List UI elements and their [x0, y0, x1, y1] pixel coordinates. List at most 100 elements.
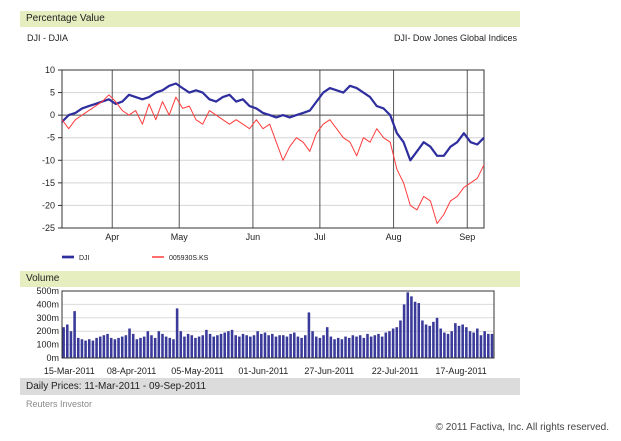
- volume-bar: [300, 337, 303, 358]
- volume-bar: [73, 311, 76, 358]
- volume-bar: [216, 335, 219, 358]
- volume-bar: [124, 335, 128, 358]
- volume-bar: [340, 339, 344, 358]
- x-tick-label: May: [171, 232, 189, 242]
- series-line-ks: [61, 94, 485, 224]
- volume-bar: [212, 336, 216, 358]
- volume-bar: [135, 339, 139, 358]
- x-tick-label: Sep: [459, 232, 475, 242]
- volume-bar: [241, 333, 245, 358]
- volume-bar: [413, 301, 417, 358]
- y-tick-label: 0: [50, 110, 55, 120]
- volume-y-tick-label: 500m: [36, 286, 59, 296]
- y-tick-label: 5: [50, 88, 55, 98]
- volume-bar: [260, 333, 263, 358]
- volume-bar: [428, 325, 432, 358]
- volume-x-tick-label: 08-Apr-2011: [107, 366, 156, 376]
- volume-bar: [314, 336, 318, 358]
- volume-bar: [424, 324, 428, 358]
- volume-bar: [432, 321, 435, 358]
- volume-bar: [153, 337, 157, 358]
- volume-frame: [61, 290, 495, 359]
- plot-frame: [61, 69, 485, 229]
- volume-bar: [465, 327, 468, 358]
- volume-bar: [172, 339, 175, 358]
- volume-bar: [113, 339, 117, 358]
- volume-y-tick-label: 400m: [36, 299, 59, 309]
- volume-bar: [461, 324, 464, 358]
- y-tick-label: -25: [42, 223, 55, 233]
- volume-bar: [76, 337, 80, 358]
- volume-bar: [410, 296, 413, 358]
- volume-x-tick-label: 17-Aug-2011: [435, 366, 486, 376]
- volume-bar: [402, 304, 406, 358]
- volume-bar: [282, 335, 285, 358]
- volume-bar: [230, 329, 234, 358]
- legend-label: DJI: [79, 255, 90, 262]
- volume-bar: [450, 331, 453, 358]
- dji-index-label: DJI- Dow Jones Global Indices: [393, 33, 517, 43]
- volume-bar: [91, 340, 95, 358]
- volume-bar: [377, 333, 380, 358]
- volume-bar: [69, 331, 73, 358]
- volume-bar: [245, 335, 248, 358]
- volume-y-tick-label: 200m: [36, 326, 59, 336]
- volume-bar: [208, 333, 212, 358]
- volume-bar: [179, 331, 183, 358]
- volume-bar: [234, 335, 237, 358]
- volume-bar: [256, 331, 259, 358]
- volume-bar: [150, 335, 153, 358]
- source-label: Reuters Investor: [26, 399, 93, 409]
- volume-bar: [479, 335, 483, 358]
- volume-bar: [487, 333, 490, 358]
- daily-prices-band: Daily Prices: 11-Mar-2011 - 09-Sep-2011: [20, 378, 520, 395]
- volume-x-tick-label: 01-Jun-2011: [238, 366, 288, 376]
- volume-bar: [322, 335, 325, 358]
- percentage-value-title: Percentage Value: [26, 13, 105, 24]
- volume-bar: [311, 331, 314, 358]
- volume-bar: [373, 335, 377, 358]
- volume-title: Volume: [26, 273, 60, 284]
- volume-bar: [98, 336, 102, 358]
- volume-bar: [417, 303, 421, 358]
- volume-bar: [380, 336, 384, 358]
- volume-bar: [252, 335, 256, 358]
- volume-bar: [128, 328, 131, 358]
- volume-bar: [267, 335, 270, 358]
- volume-bar: [285, 336, 289, 358]
- dji-label: DJI - DJIA: [27, 33, 69, 43]
- volume-bar: [139, 337, 142, 358]
- volume-bar: [292, 332, 296, 358]
- volume-bar: [117, 337, 120, 358]
- y-tick-label: 10: [45, 65, 55, 75]
- volume-y-tick-label: 300m: [36, 313, 59, 323]
- volume-bar: [168, 337, 172, 358]
- copyright-label: © 2011 Factiva, Inc. All rights reserved…: [435, 422, 609, 433]
- volume-bar: [249, 336, 252, 358]
- volume-bar: [347, 337, 351, 358]
- volume-bar: [490, 333, 494, 358]
- legend-label: 005930S.KS: [169, 255, 209, 262]
- volume-bar: [194, 337, 197, 358]
- volume-bar: [102, 335, 106, 358]
- volume-bar: [175, 308, 179, 358]
- volume-bar: [289, 333, 292, 358]
- volume-y-tick-label: 100m: [36, 340, 59, 350]
- volume-bar: [106, 333, 109, 358]
- volume-bar: [329, 336, 333, 358]
- volume-bar: [109, 337, 113, 358]
- volume-x-tick-label: 27-Jun-2011: [304, 366, 354, 376]
- volume-bar: [333, 339, 336, 358]
- volume-bar: [421, 320, 424, 358]
- volume-bar: [219, 333, 223, 358]
- volume-bar: [366, 333, 369, 358]
- volume-bar: [362, 337, 366, 358]
- daily-prices-label: Daily Prices: 11-Mar-2011 - 09-Sep-2011: [26, 381, 207, 392]
- x-tick-label: Aug: [386, 232, 402, 242]
- volume-bar: [358, 335, 362, 358]
- volume-bar: [483, 331, 486, 358]
- volume-bar: [446, 333, 450, 358]
- volume-x-tick-label: 22-Jul-2011: [372, 366, 419, 376]
- volume-bar: [223, 332, 226, 358]
- volume-bar: [336, 337, 340, 358]
